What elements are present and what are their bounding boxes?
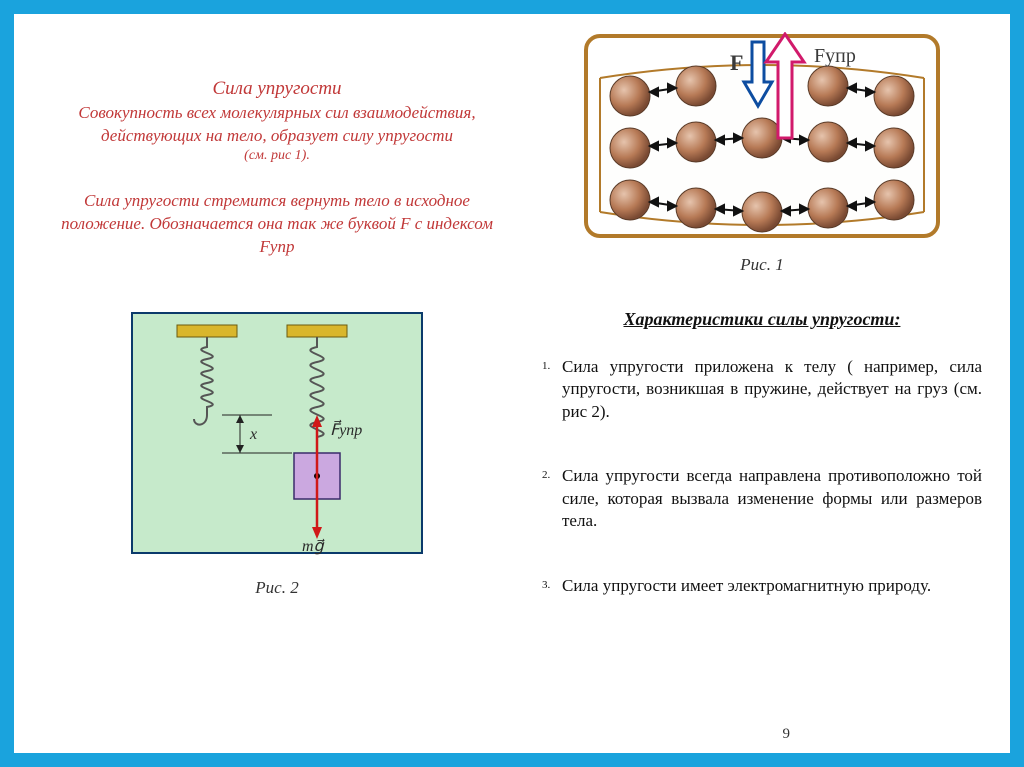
- characteristics-list: Сила упругости приложена к телу ( наприм…: [542, 356, 982, 639]
- fig2-label-x: x: [249, 426, 257, 443]
- page-frame: Сила упругости Совокупность всех молекул…: [0, 0, 1024, 767]
- right-column: F Fупр Рис. 1 Характеристики силы упруго…: [542, 32, 982, 735]
- page-number: 9: [783, 726, 791, 743]
- figure-2-svg: F⃗упр mg⃗ x: [122, 303, 432, 563]
- figure-1-svg: F Fупр: [582, 32, 942, 240]
- intro-subtitle: Совокупность всех молекулярных сил взаим…: [42, 102, 512, 148]
- fig2-panel: [132, 313, 422, 553]
- fig1-label-F: F: [730, 50, 743, 75]
- characteristics-item: Сила упругости приложена к телу ( наприм…: [542, 356, 982, 423]
- left-column: Сила упругости Совокупность всех молекул…: [42, 32, 512, 735]
- fig1-label-Fupr: Fупр: [814, 45, 856, 67]
- intro-para2: Сила упругости стремится вернуть тело в …: [42, 190, 512, 259]
- figure-1: F Fупр Рис. 1: [542, 32, 982, 275]
- characteristics-heading: Характеристики силы упругости:: [542, 309, 982, 330]
- intro-title: Сила упругости: [42, 78, 512, 100]
- intro-ref: (см. рис 1).: [42, 148, 512, 164]
- intro-block: Сила упругости Совокупность всех молекул…: [42, 78, 512, 259]
- figure-1-caption: Рис. 1: [542, 255, 982, 275]
- figure-2: F⃗упр mg⃗ x Рис. 2: [42, 303, 512, 598]
- two-column-layout: Сила упругости Совокупность всех молекул…: [42, 32, 982, 735]
- fig2-ceiling-right: [287, 325, 347, 337]
- fig2-label-mg: mg⃗: [302, 538, 325, 555]
- characteristics-item: Сила упругости имеет электромагнитную пр…: [542, 575, 982, 597]
- fig2-ceiling-left: [177, 325, 237, 337]
- characteristics-item: Сила упругости всегда направлена противо…: [542, 465, 982, 532]
- figure-2-caption: Рис. 2: [42, 578, 512, 598]
- fig2-label-fupr: F⃗упр: [330, 419, 362, 439]
